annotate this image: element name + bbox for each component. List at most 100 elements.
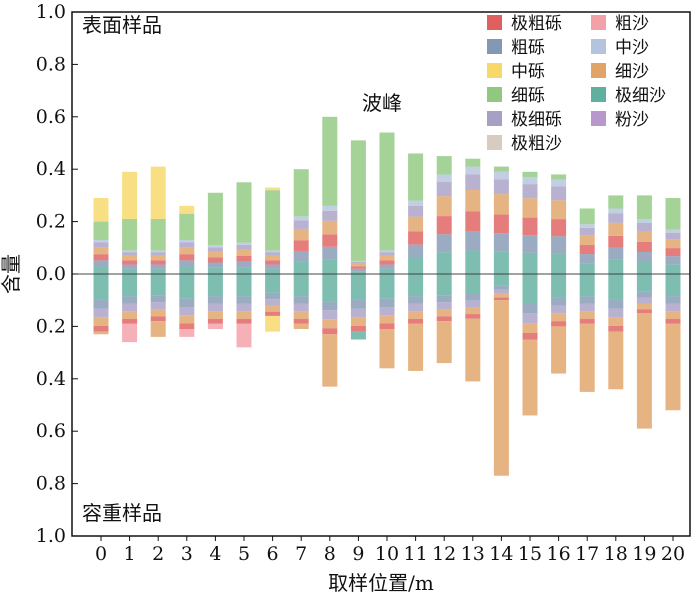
surface-bar-0-seg-3 xyxy=(93,247,109,255)
surface-bar-9-fine-gravel xyxy=(350,140,366,261)
y-tick-label: 1.0 xyxy=(36,1,66,23)
bulk-bar-16-fine-sand xyxy=(551,326,567,374)
surface-bar-0-seg-4 xyxy=(93,242,109,248)
surface-bar-0-seg-1 xyxy=(93,260,109,267)
bulk-bar-2-seg-3 xyxy=(150,309,166,317)
surface-bar-3-seg-1 xyxy=(179,260,195,267)
bulk-bar-1-coarse-sand xyxy=(122,323,138,343)
legend-swatch xyxy=(487,39,502,54)
x-tick-label: 3 xyxy=(181,543,193,565)
panel-bottom-label: 容重样品 xyxy=(82,501,162,525)
x-tick-label: 1 xyxy=(124,543,136,565)
bulk-bar-1-seg-2 xyxy=(122,303,138,312)
bulk-bar-7-seg-2 xyxy=(293,303,309,312)
surface-bar-0-fine-gravel xyxy=(93,221,109,240)
surface-bar-5-seg-0 xyxy=(236,267,252,274)
surface-bar-9-seg-3 xyxy=(350,263,366,267)
legend-swatch xyxy=(487,87,502,102)
bulk-bar-3-coarse-sand xyxy=(179,329,195,337)
legend-label: 极粗沙 xyxy=(511,134,562,154)
bulk-bar-16-seg-2 xyxy=(551,305,567,314)
x-axis-title: 取样位置/m xyxy=(328,571,434,595)
surface-bar-10-seg-1 xyxy=(379,264,395,269)
surface-bar-8-seg-1 xyxy=(322,246,338,260)
surface-bar-1-fine-gravel xyxy=(122,218,138,251)
surface-bar-3-seg-4 xyxy=(179,242,195,248)
surface-bar-5-seg-2 xyxy=(236,255,252,262)
surface-bar-18-seg-1 xyxy=(608,247,624,260)
bar-group-11 xyxy=(408,153,424,371)
bar-group-3 xyxy=(179,205,195,337)
bulk-bar-20-seg-1 xyxy=(665,296,681,304)
surface-bar-12-fine-gravel xyxy=(436,156,452,175)
surface-bar-16-seg-0 xyxy=(551,253,567,274)
surface-bar-19-seg-2 xyxy=(636,241,652,252)
surface-bar-1-seg-5 xyxy=(122,250,138,253)
surface-bar-11-seg-3 xyxy=(408,216,424,232)
surface-bar-16-seg-3 xyxy=(551,200,567,220)
bulk-bar-13-seg-3 xyxy=(465,307,481,315)
surface-bar-6-seg-2 xyxy=(265,260,281,265)
bulk-bar-12-seg-4 xyxy=(436,316,452,322)
bulk-bar-6-seg-0 xyxy=(265,274,281,293)
bar-group-19 xyxy=(636,195,652,429)
bulk-bar-14-fine-sand xyxy=(493,300,509,476)
legend-swatch xyxy=(591,39,606,54)
surface-bar-15-seg-1 xyxy=(522,235,538,253)
x-tick-label: 8 xyxy=(324,543,336,565)
bulk-bar-0-seg-0 xyxy=(93,274,109,300)
x-tick-label: 0 xyxy=(95,543,107,565)
legend-swatch xyxy=(487,135,502,150)
surface-bar-9-seg-4 xyxy=(350,261,366,264)
bulk-bar-12-seg-0 xyxy=(436,274,452,296)
x-tick-label: 13 xyxy=(461,543,485,565)
surface-bar-13-seg-0 xyxy=(465,250,481,274)
surface-bar-9-seg-1 xyxy=(350,268,366,272)
bulk-bar-0-seg-3 xyxy=(93,317,109,326)
bulk-bar-20-seg-0 xyxy=(665,274,681,297)
x-tick-label: 20 xyxy=(661,543,685,565)
bulk-bar-18-seg-2 xyxy=(608,308,624,318)
bulk-bar-16-seg-1 xyxy=(551,297,567,306)
surface-bar-14-seg-4 xyxy=(493,179,509,195)
surface-bar-12-seg-2 xyxy=(436,216,452,235)
bulk-bar-10-seg-1 xyxy=(379,298,395,308)
surface-bar-14-seg-0 xyxy=(493,251,509,274)
surface-bar-18-seg-4 xyxy=(608,213,624,223)
bulk-bar-6-seg-2 xyxy=(265,299,281,306)
surface-bar-0-seg-2 xyxy=(93,254,109,261)
surface-bar-20-seg-4 xyxy=(665,232,681,240)
bulk-bar-11-seg-3 xyxy=(408,311,424,319)
surface-bar-17-seg-4 xyxy=(579,227,595,236)
surface-bar-19-seg-0 xyxy=(636,261,652,274)
surface-bar-19-seg-4 xyxy=(636,222,652,231)
y-tick-label: 0.6 xyxy=(36,106,66,128)
surface-bar-12-seg-5 xyxy=(436,174,452,182)
surface-bar-20-seg-3 xyxy=(665,239,681,249)
bulk-bar-4-coarse-sand xyxy=(207,323,223,330)
surface-bar-5-seg-4 xyxy=(236,244,252,250)
surface-bar-4-seg-0 xyxy=(207,267,223,274)
surface-bar-13-seg-3 xyxy=(465,190,481,212)
bulk-bar-19-seg-4 xyxy=(636,309,652,314)
bulk-bar-2-seg-4 xyxy=(150,316,166,322)
bulk-bar-4-seg-2 xyxy=(207,303,223,312)
bulk-bar-0-seg-2 xyxy=(93,308,109,318)
bulk-bar-13-seg-0 xyxy=(465,274,481,295)
legend-label: 细砾 xyxy=(511,86,545,106)
surface-bar-1-seg-1 xyxy=(122,264,138,269)
surface-bar-16-seg-4 xyxy=(551,186,567,201)
bulk-bar-5-seg-3 xyxy=(236,311,252,319)
surface-bar-12-seg-0 xyxy=(436,252,452,274)
surface-bar-9-seg-5 xyxy=(350,260,366,262)
legend-swatch xyxy=(487,111,502,126)
surface-bar-6-seg-1 xyxy=(265,264,281,269)
bulk-bar-10-seg-0 xyxy=(379,274,395,299)
bulk-bar-12-seg-3 xyxy=(436,309,452,317)
surface-bar-14-seg-3 xyxy=(493,194,509,215)
bar-group-4 xyxy=(207,192,223,330)
peak-annotation: 波峰 xyxy=(362,91,402,115)
surface-bar-3-seg-3 xyxy=(179,247,195,255)
